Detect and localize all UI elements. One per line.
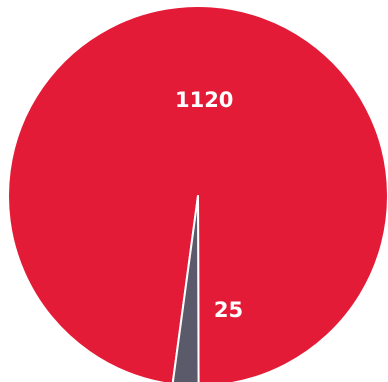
slice-label-1120: 1120 bbox=[175, 88, 233, 112]
slice-label-25: 25 bbox=[214, 298, 243, 322]
pie-slice-1120 bbox=[7, 5, 388, 382]
pie-slice-25 bbox=[171, 195, 200, 382]
pie-labels: 1120 25 bbox=[175, 88, 243, 322]
pie-slices bbox=[7, 5, 388, 382]
